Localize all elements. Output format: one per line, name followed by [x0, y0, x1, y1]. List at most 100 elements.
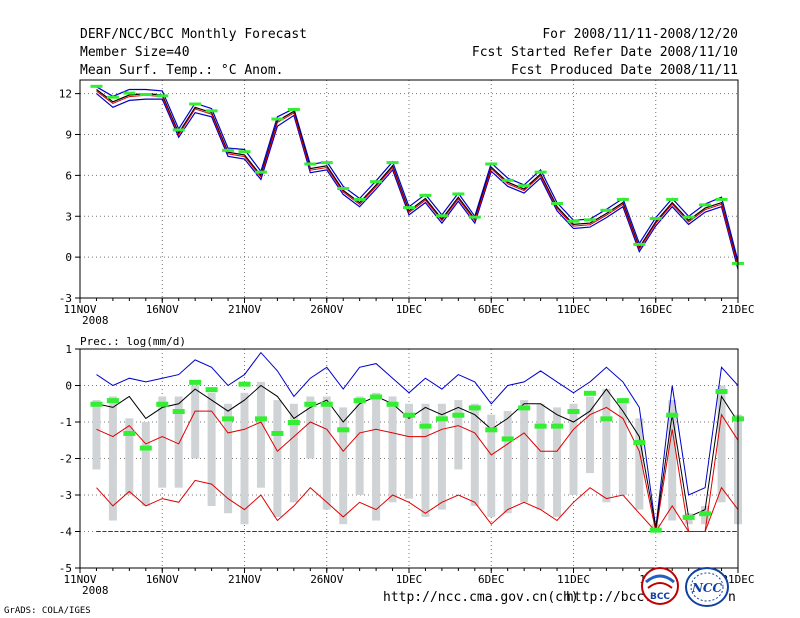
- prec-range-box: [569, 403, 578, 495]
- prec-range-box: [207, 392, 216, 506]
- temp-observed-mark: [518, 184, 531, 188]
- prec-line-mean: [96, 384, 739, 528]
- prec-range-box: [174, 396, 183, 488]
- temp-observed-mark: [320, 161, 333, 165]
- prec-range-box: [322, 396, 331, 510]
- prec-y-tick-label: 0: [65, 380, 72, 393]
- url-bcc[interactable]: http://bcc.c: [566, 590, 660, 605]
- prec-range-box: [470, 403, 479, 506]
- prec-observed-mark: [370, 394, 383, 400]
- prec-range-box: [553, 407, 562, 517]
- grads-credit: GrADS: COLA/IGES: [4, 606, 91, 616]
- bcc-logo-text: BCC: [650, 592, 670, 602]
- prec-line-lower: [96, 406, 739, 532]
- forecast-period: For 2008/11/11-2008/12/20: [542, 27, 738, 42]
- prec-observed-mark: [90, 401, 103, 407]
- produced-date: Fcst Produced Date 2008/11/11: [511, 63, 738, 78]
- prec-range-box: [520, 400, 529, 503]
- prec-range-box: [437, 403, 446, 510]
- temp-observed-mark: [666, 197, 679, 201]
- prec-range-box: [141, 422, 150, 506]
- temp-observed-mark: [353, 197, 366, 201]
- prec-observed-mark: [337, 427, 350, 433]
- temp-observed-mark: [238, 150, 251, 154]
- temp-observed-mark: [534, 170, 547, 174]
- prec-range-box: [306, 396, 315, 459]
- prec-range-box: [487, 414, 496, 517]
- temp-observed-mark: [205, 109, 218, 113]
- prec-range-box: [421, 403, 430, 517]
- temp-x-year-label: 2008: [82, 314, 109, 327]
- prec-x-tick-label: 21DEC: [721, 573, 754, 586]
- temp-observed-mark: [501, 178, 514, 182]
- prec-observed-mark: [271, 430, 284, 436]
- temp-observed-mark: [600, 208, 613, 212]
- prec-range-box: [158, 396, 167, 488]
- prec-x-tick-label: 11DEC: [557, 573, 590, 586]
- prec-range-box: [289, 403, 298, 503]
- prec-x-tick-label: 11NOV: [63, 573, 96, 586]
- temp-observed-mark: [567, 219, 580, 223]
- prec-line-lowest: [96, 479, 739, 533]
- prec-frame: [79, 348, 739, 569]
- prec-observed-mark: [551, 423, 564, 429]
- prec-y-tick-label: -5: [59, 562, 72, 575]
- prec-range-box: [125, 418, 134, 495]
- prec-observed-mark: [320, 401, 333, 407]
- temp-observed-mark: [583, 218, 596, 222]
- prec-y-tick-label: -1: [59, 416, 72, 429]
- prec-observed-mark: [386, 401, 399, 407]
- temp-line-upper: [96, 86, 739, 262]
- prec-observed-mark: [123, 430, 136, 436]
- temp-x-tick-label: 11DEC: [557, 303, 590, 316]
- prec-observed-mark: [287, 420, 300, 425]
- url-bcc-tail[interactable]: n: [728, 590, 736, 605]
- prec-x-tick-label: 6DEC: [478, 573, 505, 586]
- ncc-logo-text: NCC: [691, 581, 723, 595]
- prec-range-box: [273, 400, 282, 517]
- prec-x-tick-label: 1DEC: [396, 573, 423, 586]
- variable-label: Mean Surf. Temp.: °C Anom.: [80, 63, 284, 78]
- prec-panel: Prec.: log(mm/d) 11NOV 16NOV 21NOV 26NOV 1DEC…: [59, 335, 755, 597]
- chart-title: DERF/NCC/BCC Monthly Forecast: [80, 27, 307, 42]
- prec-panel-title: Prec.: log(mm/d): [80, 335, 186, 348]
- temp-observed-mark: [90, 84, 103, 88]
- prec-observed-mark: [189, 379, 202, 385]
- temp-x-tick-label: 6DEC: [478, 303, 505, 316]
- temp-observed-mark: [271, 117, 284, 121]
- temp-observed-mark: [172, 128, 185, 132]
- temp-x-tick-label: 11NOV: [63, 303, 96, 316]
- prec-range-box: [339, 407, 348, 525]
- temp-line-lower: [96, 93, 739, 270]
- prec-range-box: [355, 396, 364, 495]
- temp-observed-mark: [435, 214, 448, 218]
- prec-observed-mark: [304, 401, 317, 407]
- temp-y-tick-label: -3: [59, 292, 72, 305]
- prec-range-box: [717, 385, 726, 503]
- temp-observed-mark: [189, 102, 202, 106]
- prec-observed-mark: [468, 405, 481, 411]
- prec-observed-mark: [567, 409, 580, 415]
- url-ncc[interactable]: http://ncc.cma.gov.cn(ch): [383, 590, 579, 605]
- prec-observed-mark: [353, 398, 366, 404]
- temp-observed-mark: [419, 193, 432, 197]
- prec-range-box: [224, 403, 233, 514]
- temp-y-tick-label: 0: [65, 251, 72, 264]
- prec-range-box: [454, 400, 463, 470]
- temp-x-tick-label: 21DEC: [721, 303, 754, 316]
- temp-line-mean: [96, 89, 739, 266]
- temp-observed-mark: [139, 92, 152, 96]
- prec-observed-mark: [583, 390, 596, 396]
- prec-x-tick-label: 16NOV: [146, 573, 179, 586]
- member-size-label: Member Size=40: [80, 45, 190, 60]
- prec-observed-mark: [649, 527, 662, 533]
- temp-x-tick-label: 1DEC: [396, 303, 423, 316]
- temp-x-tick-label: 21NOV: [228, 303, 261, 316]
- temp-observed-mark: [468, 215, 481, 219]
- temp-observed-mark: [337, 187, 350, 190]
- prec-y-tick-label: -2: [59, 453, 72, 466]
- prec-observed-mark: [419, 423, 432, 429]
- start-date: Fcst Started Refer Date 2008/11/10: [471, 45, 738, 60]
- prec-y-tick-label: -4: [59, 526, 73, 539]
